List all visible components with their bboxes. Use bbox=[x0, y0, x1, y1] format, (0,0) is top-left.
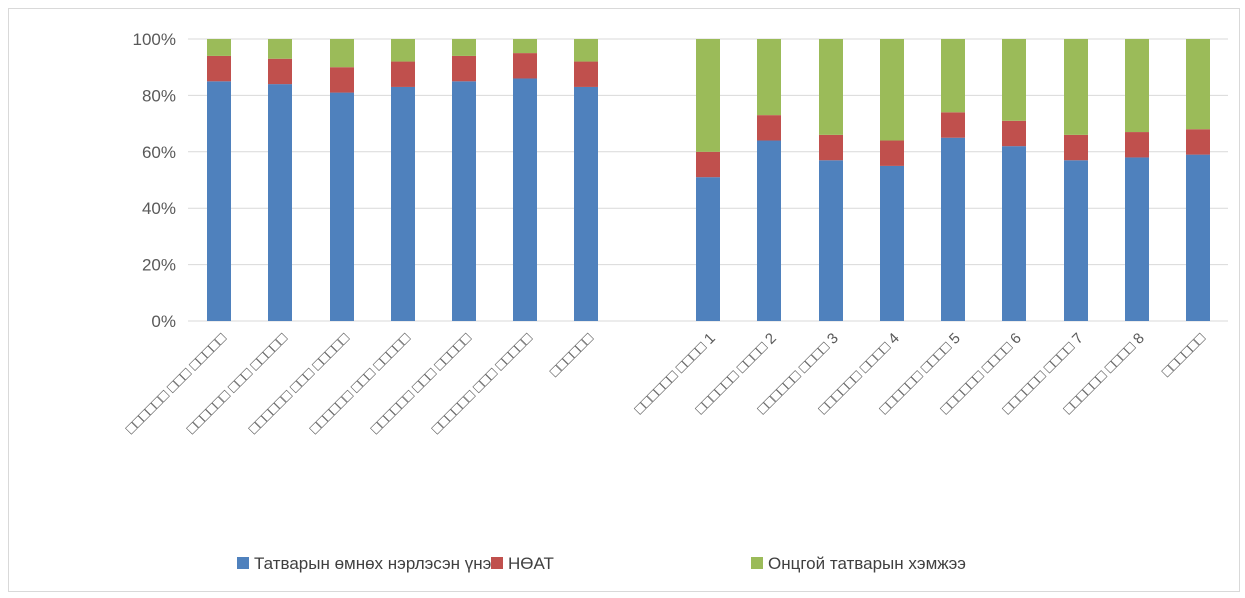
bar-segment-vat bbox=[696, 151, 720, 178]
y-tick-label: 0% bbox=[151, 312, 176, 331]
bar-segment-excise-tax bbox=[1002, 39, 1026, 121]
legend-label: Онцгой татварын хэмжээ bbox=[768, 554, 966, 573]
y-tick-label: 100% bbox=[133, 30, 176, 49]
x-tick-label: □□□□□□ bbox=[1158, 330, 1208, 380]
y-tick-label: 80% bbox=[142, 86, 176, 105]
legend-label: Татварын өмнөх нэрлэсэн үнэ bbox=[254, 554, 491, 573]
bars bbox=[207, 39, 1210, 322]
bar-segment-vat bbox=[941, 112, 965, 138]
bar-segment-base-price bbox=[941, 137, 965, 321]
bar-segment-excise-tax bbox=[1125, 39, 1149, 133]
bar-segment-vat bbox=[513, 53, 537, 79]
bar-segment-base-price bbox=[268, 84, 292, 322]
bar-segment-base-price bbox=[757, 140, 781, 321]
bar-segment-excise-tax bbox=[391, 39, 415, 62]
bar-segment-vat bbox=[207, 55, 231, 82]
bar-segment-vat bbox=[757, 115, 781, 141]
bar-segment-base-price bbox=[880, 165, 904, 321]
bar-segment-vat bbox=[391, 61, 415, 87]
y-tick-label: 40% bbox=[142, 199, 176, 218]
bar-segment-excise-tax bbox=[268, 39, 292, 59]
x-tick-label: □□□□□□ □□□ □□□□□ bbox=[306, 330, 414, 438]
x-tick-label: □□□□□□ □□□ □□□□□ bbox=[367, 330, 475, 438]
bar-segment-excise-tax bbox=[452, 39, 476, 56]
x-tick-label: □□□□□□ □□□ □□□□□ bbox=[122, 330, 230, 438]
legend-label: НӨАТ bbox=[508, 554, 554, 573]
bar-segment-excise-tax bbox=[330, 39, 354, 68]
bar-segment-base-price bbox=[513, 78, 537, 321]
bar-segment-base-price bbox=[1125, 157, 1149, 321]
bar-segment-vat bbox=[574, 61, 598, 87]
bar-segment-base-price bbox=[574, 86, 598, 321]
bar-segment-base-price bbox=[1186, 154, 1210, 321]
bar-segment-base-price bbox=[452, 81, 476, 321]
legend-swatch bbox=[491, 557, 503, 569]
bar-segment-vat bbox=[1186, 129, 1210, 155]
x-tick-label: □□□□□□ bbox=[546, 330, 596, 380]
bar-segment-vat bbox=[1064, 134, 1088, 161]
bar-segment-excise-tax bbox=[819, 39, 843, 135]
bar-segment-excise-tax bbox=[574, 39, 598, 62]
bar-segment-excise-tax bbox=[880, 39, 904, 141]
legend-swatch bbox=[751, 557, 763, 569]
bar-segment-base-price bbox=[819, 160, 843, 321]
bar-segment-base-price bbox=[1002, 146, 1026, 321]
bar-segment-excise-tax bbox=[696, 39, 720, 152]
bar-segment-excise-tax bbox=[207, 39, 231, 56]
bar-segment-vat bbox=[452, 55, 476, 82]
bar-segment-base-price bbox=[696, 177, 720, 321]
legend-swatch bbox=[237, 557, 249, 569]
bar-segment-base-price bbox=[1064, 160, 1088, 321]
bar-segment-vat bbox=[880, 140, 904, 166]
bar-segment-vat bbox=[1125, 132, 1149, 158]
bar-segment-base-price bbox=[391, 86, 415, 321]
y-tick-label: 20% bbox=[142, 256, 176, 275]
bar-segment-base-price bbox=[207, 81, 231, 321]
bar-segment-excise-tax bbox=[1186, 39, 1210, 130]
x-axis-ticks: □□□□□□ □□□ □□□□□□□□□□□ □□□ □□□□□□□□□□□ □… bbox=[122, 330, 1209, 438]
bar-segment-excise-tax bbox=[757, 39, 781, 116]
bar-segment-excise-tax bbox=[513, 39, 537, 54]
bar-segment-base-price bbox=[330, 92, 354, 321]
y-axis-ticks: 0% 20% 40% 60% 80% 100% bbox=[133, 30, 176, 331]
x-tick-label: □□□□□□ □□□ □□□□□ bbox=[183, 330, 291, 438]
legend: Татварын өмнөх нэрлэсэн үнэ НӨАТ Онцгой та… bbox=[237, 554, 966, 573]
bar-segment-vat bbox=[268, 58, 292, 85]
bar-segment-vat bbox=[1002, 120, 1026, 147]
x-tick-label: □□□□□□ □□□ □□□□□ bbox=[428, 330, 536, 438]
bar-segment-excise-tax bbox=[941, 39, 965, 113]
y-tick-label: 60% bbox=[142, 143, 176, 162]
bar-segment-excise-tax bbox=[1064, 39, 1088, 135]
bar-segment-vat bbox=[330, 67, 354, 93]
bar-segment-vat bbox=[819, 134, 843, 161]
